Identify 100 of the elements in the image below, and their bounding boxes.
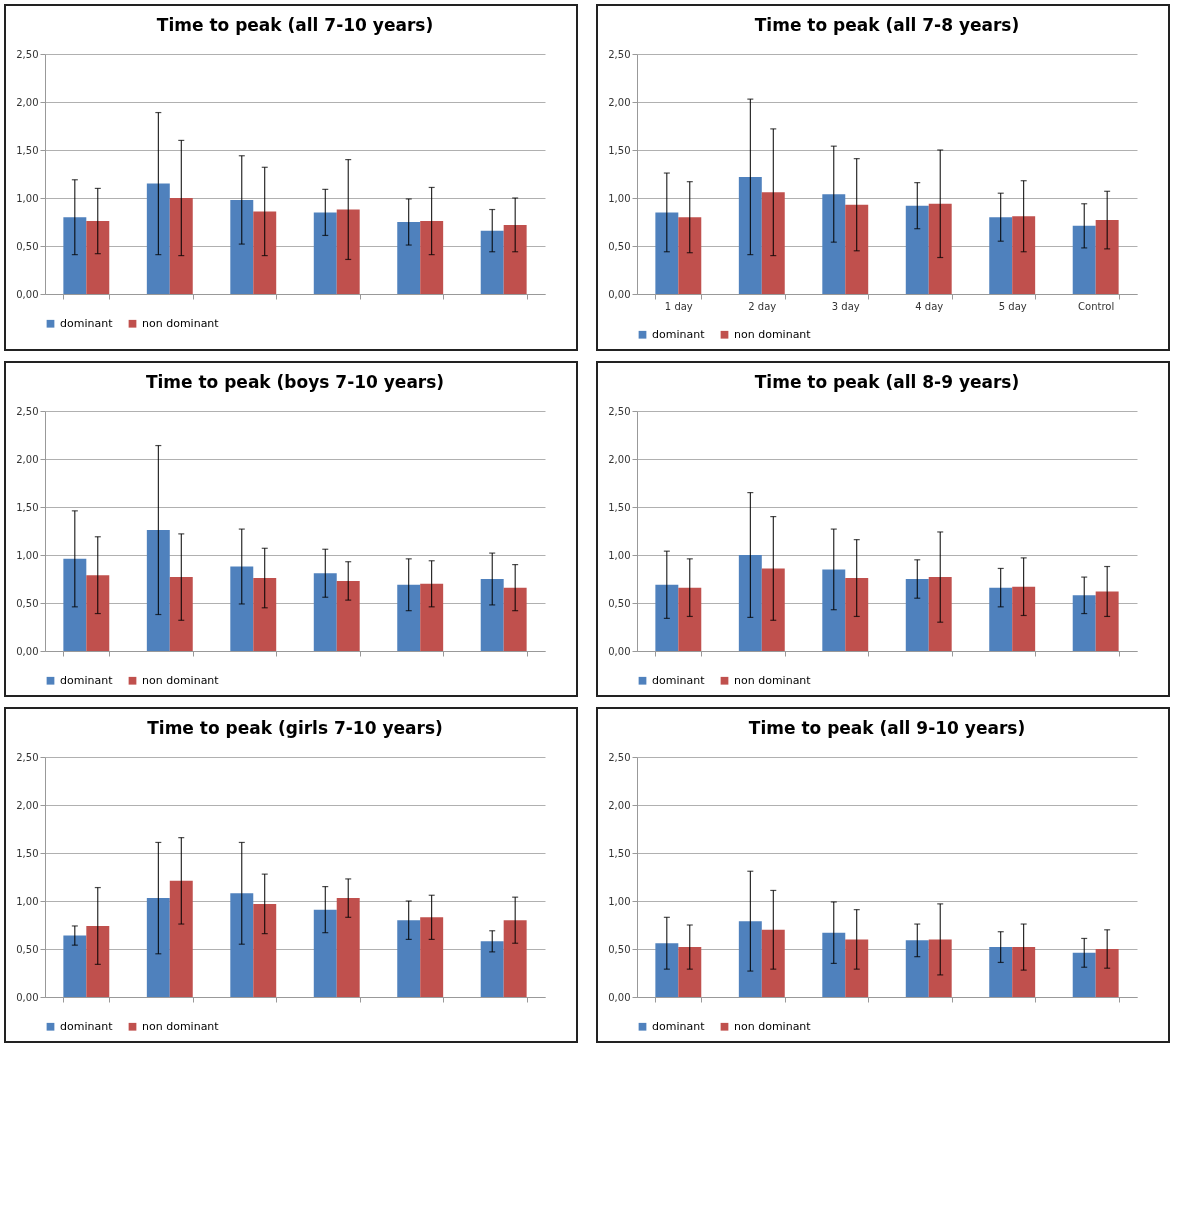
legend-label: non dominant	[734, 673, 812, 687]
bar	[420, 583, 444, 651]
y-tick-label: 2,00	[16, 799, 39, 811]
x-tick-label: 5 day	[998, 300, 1027, 312]
y-tick-label: 2,50	[16, 48, 39, 60]
bar	[86, 925, 110, 997]
bar	[738, 555, 762, 651]
bar	[678, 587, 702, 651]
chart-title: Time to peak (all 8-9 years)	[754, 372, 1020, 392]
bar	[1095, 220, 1119, 294]
legend-label: non dominant	[734, 1019, 812, 1033]
y-tick-label: 0,00	[16, 288, 39, 300]
bar	[928, 203, 952, 294]
y-tick-label: 2,50	[608, 48, 631, 60]
bar	[230, 566, 254, 651]
bar	[989, 587, 1013, 651]
y-tick-label: 1,50	[16, 501, 39, 513]
legend-label: dominant	[652, 673, 706, 687]
bar	[1012, 586, 1036, 651]
legend-label: dominant	[652, 1019, 706, 1033]
y-tick-label: 0,50	[608, 943, 631, 955]
bar	[420, 221, 444, 294]
y-tick-label: 1,00	[16, 192, 39, 204]
bar	[1095, 949, 1119, 997]
x-tick-label: 3 day	[831, 300, 860, 312]
bar	[480, 941, 504, 997]
bar	[655, 584, 679, 651]
legend-label: dominant	[652, 327, 706, 341]
y-tick-label: 1,50	[16, 144, 39, 156]
y-tick-label: 0,50	[16, 597, 39, 609]
bar	[678, 217, 702, 294]
bar	[905, 579, 929, 651]
bar	[503, 224, 527, 294]
y-tick-label: 0,50	[16, 943, 39, 955]
bar	[989, 947, 1013, 997]
bar	[63, 935, 87, 997]
bar	[86, 221, 110, 294]
bar	[253, 578, 277, 651]
bar	[313, 909, 337, 997]
bar	[845, 578, 869, 651]
bar	[63, 558, 87, 651]
y-tick-label: 0,50	[608, 240, 631, 252]
chart-title: Time to peak (all 9-10 years)	[748, 718, 1026, 738]
y-tick-label: 1,50	[16, 847, 39, 859]
bar	[86, 575, 110, 651]
y-tick-label: 2,00	[16, 453, 39, 465]
y-tick-label: 2,00	[608, 453, 631, 465]
y-tick-label: 2,00	[16, 96, 39, 108]
y-tick-label: 1,00	[608, 192, 631, 204]
y-tick-label: 0,50	[16, 240, 39, 252]
y-tick-label: 0,00	[16, 645, 39, 657]
bar	[313, 573, 337, 651]
bar	[845, 204, 869, 294]
y-tick-label: 2,50	[16, 751, 39, 763]
chart-title: Time to peak (boys 7-10 years)	[145, 372, 445, 392]
bar	[169, 198, 193, 294]
bar	[397, 222, 421, 294]
bar	[1012, 947, 1036, 997]
bar	[655, 212, 679, 294]
bar	[678, 947, 702, 997]
y-tick-label: 0,00	[608, 645, 631, 657]
bar	[905, 205, 929, 294]
y-tick-label: 0,00	[608, 991, 631, 1003]
bar	[761, 929, 785, 997]
legend-label: non dominant	[142, 673, 220, 687]
y-tick-label: 1,00	[16, 549, 39, 561]
chart-title: Time to peak (all 7-8 years)	[754, 15, 1020, 35]
y-tick-label: 0,00	[16, 991, 39, 1003]
y-tick-label: 2,50	[608, 751, 631, 763]
bar	[480, 579, 504, 651]
bar	[905, 940, 929, 997]
legend-label: dominant	[60, 316, 114, 330]
bar	[230, 893, 254, 997]
bar	[146, 898, 170, 997]
bar	[1012, 216, 1036, 294]
y-tick-label: 2,00	[608, 799, 631, 811]
chart-title: Time to peak (girls 7-10 years)	[147, 718, 443, 738]
bar	[989, 217, 1013, 294]
bar	[738, 176, 762, 294]
bar	[1095, 591, 1119, 651]
x-tick-label: 2 day	[748, 300, 777, 312]
bar	[1072, 952, 1096, 997]
legend-label: non dominant	[142, 316, 220, 330]
legend-label: non dominant	[142, 1019, 220, 1033]
bar	[761, 568, 785, 651]
bar	[230, 199, 254, 294]
bar	[1072, 225, 1096, 294]
bar	[169, 880, 193, 997]
bar	[169, 577, 193, 651]
bar	[738, 921, 762, 997]
bar	[253, 211, 277, 294]
y-tick-label: 1,00	[608, 549, 631, 561]
bar	[1072, 595, 1096, 651]
bar	[336, 580, 360, 651]
y-tick-label: 1,50	[608, 501, 631, 513]
chart-title: Time to peak (all 7-10 years)	[156, 15, 434, 35]
legend-label: dominant	[60, 1019, 114, 1033]
bar	[146, 183, 170, 294]
x-tick-label: 1 day	[664, 300, 693, 312]
bar	[146, 530, 170, 651]
